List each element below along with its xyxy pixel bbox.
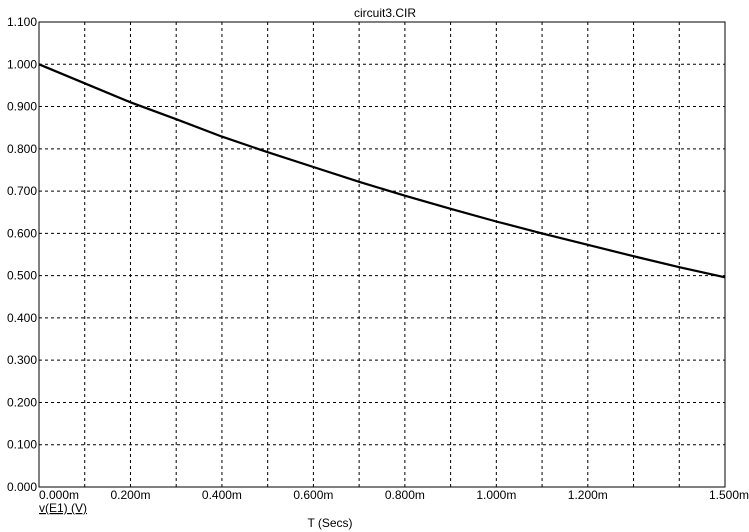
grid-lines: [39, 22, 725, 487]
y-tick-label: 1.100: [7, 15, 37, 29]
x-tick-label: 0.400m: [202, 488, 242, 502]
x-tick-label: 0.200m: [110, 488, 150, 502]
x-axis-tick-labels: 0.000m 0.200m 0.400m 0.600m 0.800m 1.000m 1.20…: [39, 488, 749, 502]
y-tick-label: 0.000: [7, 480, 37, 494]
x-tick-label: 1.000m: [476, 488, 516, 502]
series-line-v-e1: [39, 64, 725, 277]
y-axis-tick-labels: 0.000 0.100 0.200 0.300 0.400 0.500 0.600 0.700…: [7, 15, 37, 494]
y-tick-label: 0.400: [7, 311, 37, 325]
y-tick-label: 0.600: [7, 226, 37, 240]
y-tick-label: 1.000: [7, 57, 37, 71]
y-tick-label: 0.300: [7, 353, 37, 367]
y-tick-label: 0.800: [7, 142, 37, 156]
series-legend-label: v(E1) (V): [39, 501, 87, 515]
y-tick-label: 0.200: [7, 395, 37, 409]
plot-frame: [39, 22, 725, 487]
x-tick-label: 0.000m: [39, 488, 79, 502]
x-tick-label: 0.800m: [385, 488, 425, 502]
y-tick-label: 0.700: [7, 184, 37, 198]
x-tick-label: 1.200m: [568, 488, 608, 502]
series-layer: [39, 64, 725, 277]
x-tick-label: 0.600m: [293, 488, 333, 502]
y-tick-label: 0.500: [7, 269, 37, 283]
x-tick-label: 1.500m: [709, 488, 749, 502]
chart-title: circuit3.CIR: [354, 6, 416, 20]
x-axis-label: T (Secs): [307, 516, 352, 530]
y-tick-label: 0.900: [7, 100, 37, 114]
y-tick-label: 0.100: [7, 438, 37, 452]
